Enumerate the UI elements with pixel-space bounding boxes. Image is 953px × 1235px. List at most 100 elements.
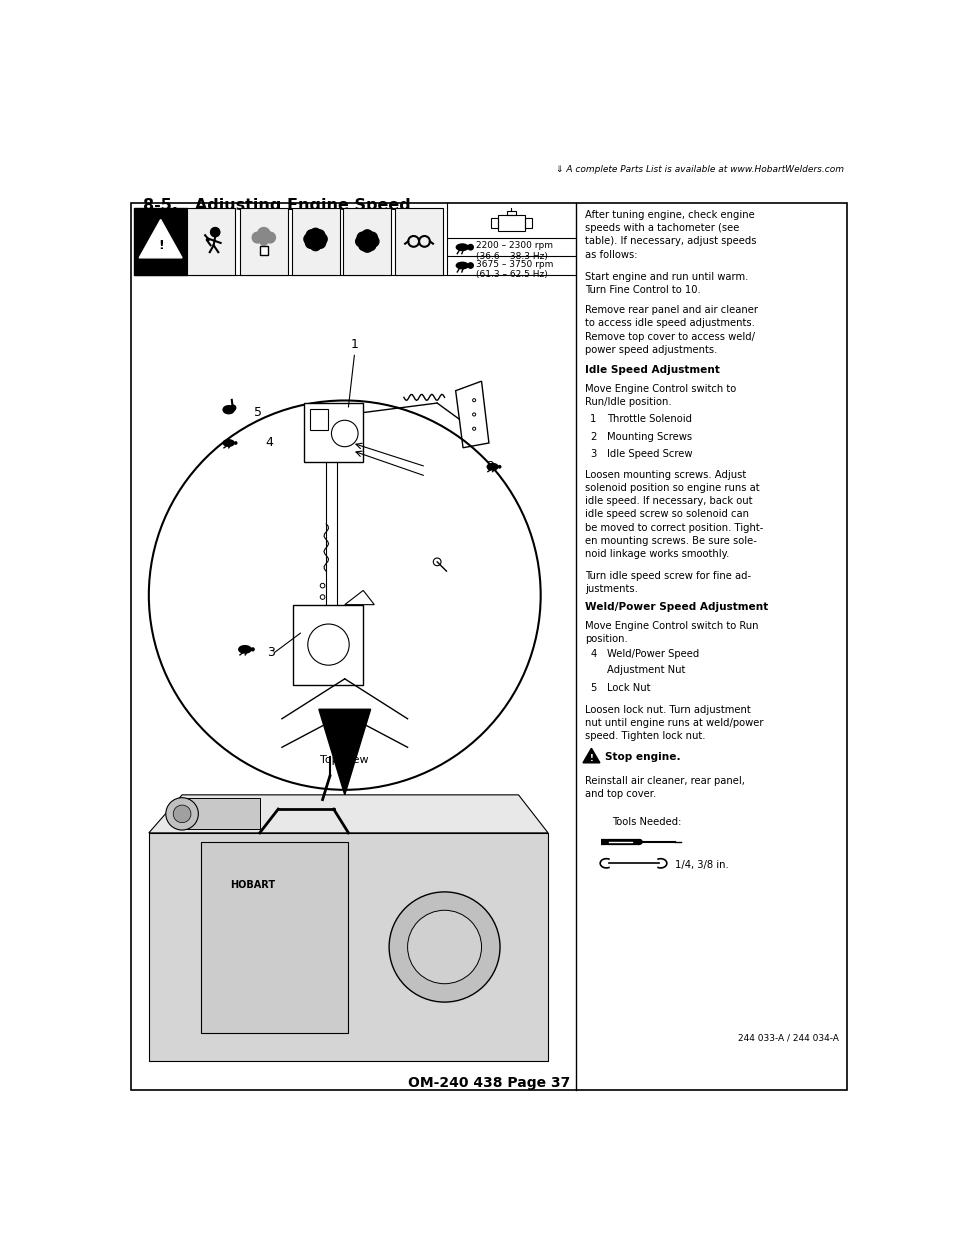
Circle shape [166,798,198,830]
Circle shape [316,233,327,245]
Text: Mounting Screws: Mounting Screws [606,432,692,442]
Circle shape [356,232,368,243]
Circle shape [314,230,325,241]
Circle shape [259,237,268,246]
Text: Remove rear panel and air cleaner
to access idle speed adjustments.
Remove top c: Remove rear panel and air cleaner to acc… [585,305,758,354]
Text: Lock Nut: Lock Nut [606,683,650,693]
Text: OM-240 438 Page 37: OM-240 438 Page 37 [407,1076,570,1089]
Text: Idle Speed Screw: Idle Speed Screw [606,450,692,459]
Polygon shape [318,709,370,795]
Text: Move Engine Control switch to
Run/Idle position.: Move Engine Control switch to Run/Idle p… [585,384,736,406]
Polygon shape [149,832,547,1061]
Text: Move Engine Control switch to Run
position.: Move Engine Control switch to Run positi… [585,621,759,643]
Text: 1: 1 [590,415,596,425]
Text: Loosen lock nut. Turn adjustment
nut until engine runs at weld/power
speed. Tigh: Loosen lock nut. Turn adjustment nut unt… [585,704,763,741]
Bar [491,219,497,227]
Text: 2: 2 [590,432,596,442]
Circle shape [264,232,275,243]
Circle shape [230,405,236,411]
Circle shape [257,227,270,240]
Text: Loosen mounting screws. Adjust
solenoid position so engine runs at
idle speed. I: Loosen mounting screws. Adjust solenoid … [585,469,763,559]
Text: Adjustment Nut: Adjustment Nut [606,666,685,676]
Circle shape [355,236,366,247]
Circle shape [366,232,377,243]
Text: 8-5.   Adjusting Engine Speed: 8-5. Adjusting Engine Speed [143,198,410,212]
Text: Start engine and run until warm.
Turn Fine Control to 10.: Start engine and run until warm. Turn Fi… [585,272,748,295]
Polygon shape [139,220,182,258]
Text: 5: 5 [253,406,261,419]
Circle shape [361,241,373,252]
Bar [525,219,531,227]
Bar [343,209,391,274]
Bar [200,842,348,1032]
Circle shape [173,805,191,823]
Circle shape [211,227,219,237]
Polygon shape [149,795,547,832]
Ellipse shape [223,406,234,414]
Circle shape [305,237,316,248]
Polygon shape [582,748,599,763]
Circle shape [389,892,499,1002]
Text: !: ! [589,755,593,763]
Text: Reinstall air cleaner, rear panel,
and top cover.: Reinstall air cleaner, rear panel, and t… [585,776,744,799]
Ellipse shape [238,646,251,653]
Polygon shape [344,590,374,605]
Text: !: ! [157,238,163,252]
Text: Weld/Power Speed Adjustment: Weld/Power Speed Adjustment [585,601,768,611]
Bar [292,209,339,274]
Text: 4: 4 [265,436,274,450]
Circle shape [304,233,314,245]
Bar [259,246,268,256]
Text: 3: 3 [267,646,274,658]
Text: 2200 – 2300 rpm
(36.6 – 38.3 Hz): 2200 – 2300 rpm (36.6 – 38.3 Hz) [476,241,553,261]
Text: 4: 4 [590,650,596,659]
Text: 244 033-A / 244 034-A: 244 033-A / 244 034-A [737,1034,838,1042]
Bar [310,409,328,430]
Circle shape [310,228,320,240]
Text: Idle Speed Adjustment: Idle Speed Adjustment [585,364,720,374]
Bar [293,605,363,685]
Bar [186,798,259,829]
Circle shape [314,237,325,248]
Circle shape [361,230,373,241]
Ellipse shape [487,463,497,471]
Circle shape [407,910,481,984]
Circle shape [497,464,501,468]
Bar [395,209,442,274]
Ellipse shape [456,262,468,269]
Text: Tools Needed:: Tools Needed: [612,818,681,827]
Ellipse shape [456,245,468,251]
Circle shape [251,647,254,652]
Circle shape [149,400,540,790]
Bar [304,403,363,462]
Text: Weld/Power Speed: Weld/Power Speed [606,650,699,659]
Text: Stop engine.: Stop engine. [604,752,679,762]
Ellipse shape [223,440,233,446]
Circle shape [306,230,316,241]
Bar [187,209,235,274]
Text: 2: 2 [485,461,494,473]
Circle shape [637,840,641,845]
Text: ⇓ A complete Parts List is available at www.HobartWelders.com: ⇓ A complete Parts List is available at … [556,165,842,174]
Circle shape [252,232,263,243]
Text: Top View: Top View [320,755,369,764]
Text: 3675 – 3750 rpm
(61.3 – 62.5 Hz): 3675 – 3750 rpm (61.3 – 62.5 Hz) [476,259,553,279]
Text: 5: 5 [590,683,596,693]
Circle shape [233,441,237,445]
Text: Turn idle speed screw for fine ad-
justments.: Turn idle speed screw for fine ad- justm… [585,571,751,594]
Bar [133,209,187,274]
Text: HOBART: HOBART [230,881,274,890]
Circle shape [365,240,375,251]
Text: After tuning engine, check engine
speeds with a tachometer (see
table). If neces: After tuning engine, check engine speeds… [585,210,756,259]
Bar [497,215,525,231]
Text: 1/4, 3/8 in.: 1/4, 3/8 in. [674,861,727,871]
Bar [239,209,288,274]
Text: 1: 1 [350,337,358,351]
Circle shape [368,236,378,247]
Bar [506,211,516,215]
Text: 3: 3 [590,450,596,459]
Text: Throttle Solenoid: Throttle Solenoid [606,415,692,425]
Circle shape [358,240,369,251]
Circle shape [467,263,473,268]
Circle shape [310,240,320,251]
